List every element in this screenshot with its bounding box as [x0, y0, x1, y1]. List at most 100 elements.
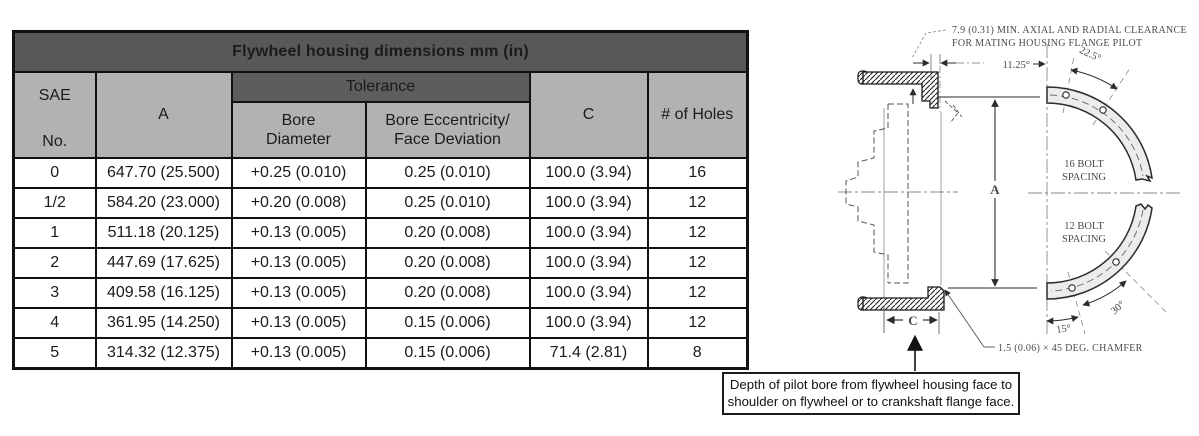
angle-30-arc — [1082, 280, 1127, 307]
dim-a-label: A — [990, 182, 1000, 197]
cell-a: 314.32 (12.375) — [94, 337, 233, 370]
cell-holes: 12 — [646, 247, 749, 279]
bolt-hole — [1112, 258, 1120, 266]
cell-bore: +0.13 (0.005) — [230, 217, 367, 249]
table-title-row: Flywheel housing dimensions mm (in) — [12, 30, 749, 73]
header-sae-line1: SAE — [38, 87, 71, 104]
header-tolerance: Tolerance — [230, 70, 531, 104]
cell-ecc: 0.20 (0.008) — [364, 277, 531, 309]
angle-15-label: 15° — [1056, 323, 1072, 336]
mating-pilot-dashed — [944, 100, 959, 124]
header-a: A — [94, 71, 233, 159]
table-row: 5 314.32 (12.375) +0.13 (0.005) 0.15 (0.… — [12, 337, 749, 370]
cell-ecc: 0.15 (0.006) — [364, 307, 531, 339]
bolt-circle-bottom — [1050, 209, 1144, 292]
table-row: 1/2 584.20 (23.000) +0.20 (0.008) 0.25 (… — [12, 187, 749, 219]
bolt-hole — [1062, 91, 1070, 99]
bolt12-label-line2: SPACING — [1062, 234, 1106, 245]
cell-holes: 12 — [646, 187, 749, 219]
cell-sae: 2 — [12, 247, 97, 279]
cell-sae: 0 — [12, 157, 97, 189]
cell-sae: 1 — [12, 217, 97, 249]
cell-a: 584.20 (23.000) — [94, 187, 233, 219]
caption-box: Depth of pilot bore from flywheel housin… — [722, 372, 1020, 415]
header-sae: SAE No. — [12, 71, 97, 159]
cell-holes: 8 — [646, 337, 749, 370]
header-bore-diameter: Bore Diameter — [230, 101, 367, 159]
cell-holes: 12 — [646, 217, 749, 249]
bolt16-label-line2: SPACING — [1062, 172, 1106, 183]
header-bore-line1: Bore — [281, 112, 316, 130]
table-row: 1 511.18 (20.125) +0.13 (0.005) 0.20 (0.… — [12, 217, 749, 249]
table-header-row: SAE No. A Tolerance C # of Holes — [12, 70, 749, 159]
cell-ecc: 0.15 (0.006) — [364, 337, 531, 370]
cell-c: 100.0 (3.94) — [528, 217, 649, 249]
table-row: 2 447.69 (17.625) +0.13 (0.005) 0.20 (0.… — [12, 247, 749, 279]
cell-c: 100.0 (3.94) — [528, 247, 649, 279]
cell-bore: +0.13 (0.005) — [230, 247, 367, 279]
cross-section-view: A C — [838, 29, 1040, 371]
flange-band-top — [1046, 86, 1153, 183]
cell-a: 409.58 (16.125) — [94, 277, 233, 309]
top-flange-section — [862, 71, 939, 109]
cell-holes: 16 — [646, 157, 749, 189]
dim-c-label: C — [908, 313, 917, 328]
caption-text: Depth of pilot bore from flywheel housin… — [727, 377, 1015, 409]
clearance-leader — [911, 29, 947, 59]
flywheel-dimensions-table: Flywheel housing dimensions mm (in) SAE … — [12, 30, 749, 370]
hidden-flywheel-outline — [888, 103, 909, 284]
bottom-flange-section — [862, 286, 945, 311]
table-row: 4 361.95 (14.250) +0.13 (0.005) 0.15 (0.… — [12, 307, 749, 339]
angle-15-arc — [1046, 315, 1079, 325]
header-c: C — [528, 71, 649, 159]
cell-holes: 12 — [646, 277, 749, 309]
cell-ecc: 0.20 (0.008) — [364, 217, 531, 249]
clearance-note-line2: FOR MATING HOUSING FLANGE PILOT — [952, 38, 1142, 49]
chamfer-leader — [944, 289, 985, 348]
header-bore-eccentricity: Bore Eccentricity/ Face Deviation — [364, 101, 531, 159]
hidden-flywheel-steps — [845, 104, 889, 283]
cell-bore: +0.20 (0.008) — [230, 187, 367, 219]
cell-c: 71.4 (2.81) — [528, 337, 649, 370]
header-holes: # of Holes — [646, 71, 749, 159]
cell-sae: 4 — [12, 307, 97, 339]
header-ecc-line2: Face Deviation — [394, 131, 501, 149]
table-row: 0 647.70 (25.500) +0.25 (0.010) 0.25 (0.… — [12, 157, 749, 189]
flange-band-bottom — [1046, 203, 1153, 300]
bolt16-label-line1: 16 BOLT — [1064, 159, 1104, 170]
angle-225-arc — [1070, 67, 1118, 90]
table-title: Flywheel housing dimensions mm (in) — [12, 30, 749, 73]
cell-sae: 3 — [12, 277, 97, 309]
mating-pilot-dashed-2 — [952, 104, 963, 118]
bolt-hole — [1099, 106, 1107, 114]
cell-c: 100.0 (3.94) — [528, 307, 649, 339]
angle-30-label: 30° — [1109, 299, 1127, 317]
cell-ecc: 0.25 (0.010) — [364, 187, 531, 219]
cell-a: 511.18 (20.125) — [94, 217, 233, 249]
cell-sae: 1/2 — [12, 187, 97, 219]
bolt12-label-line1: 12 BOLT — [1064, 221, 1104, 232]
cell-bore: +0.25 (0.010) — [230, 157, 367, 189]
cell-a: 361.95 (14.250) — [94, 307, 233, 339]
front-view — [1028, 44, 1180, 335]
cell-bore: +0.13 (0.005) — [230, 337, 367, 370]
cell-a: 447.69 (17.625) — [94, 247, 233, 279]
cell-c: 100.0 (3.94) — [528, 157, 649, 189]
header-bore-line2: Diameter — [266, 131, 331, 149]
cell-bore: +0.13 (0.005) — [230, 277, 367, 309]
diagram-annotations: 7.9 (0.31) MIN. AXIAL AND RADIAL CLEARAN… — [952, 25, 1187, 354]
header-sae-line2: No. — [42, 133, 68, 150]
cell-bore: +0.13 (0.005) — [230, 307, 367, 339]
table-subheader-row: Bore Diameter Bore Eccentricity/ Face De… — [14, 101, 748, 159]
cell-ecc: 0.25 (0.010) — [364, 157, 531, 189]
cell-sae: 5 — [12, 337, 97, 370]
table-row: 3 409.58 (16.125) +0.13 (0.005) 0.20 (0.… — [12, 277, 749, 309]
cell-c: 100.0 (3.94) — [528, 187, 649, 219]
a-label-bg — [986, 181, 1004, 198]
cell-ecc: 0.20 (0.008) — [364, 247, 531, 279]
angle-1125-label: 11.25° — [1003, 60, 1030, 71]
cell-holes: 12 — [646, 307, 749, 339]
cell-a: 647.70 (25.500) — [94, 157, 233, 189]
